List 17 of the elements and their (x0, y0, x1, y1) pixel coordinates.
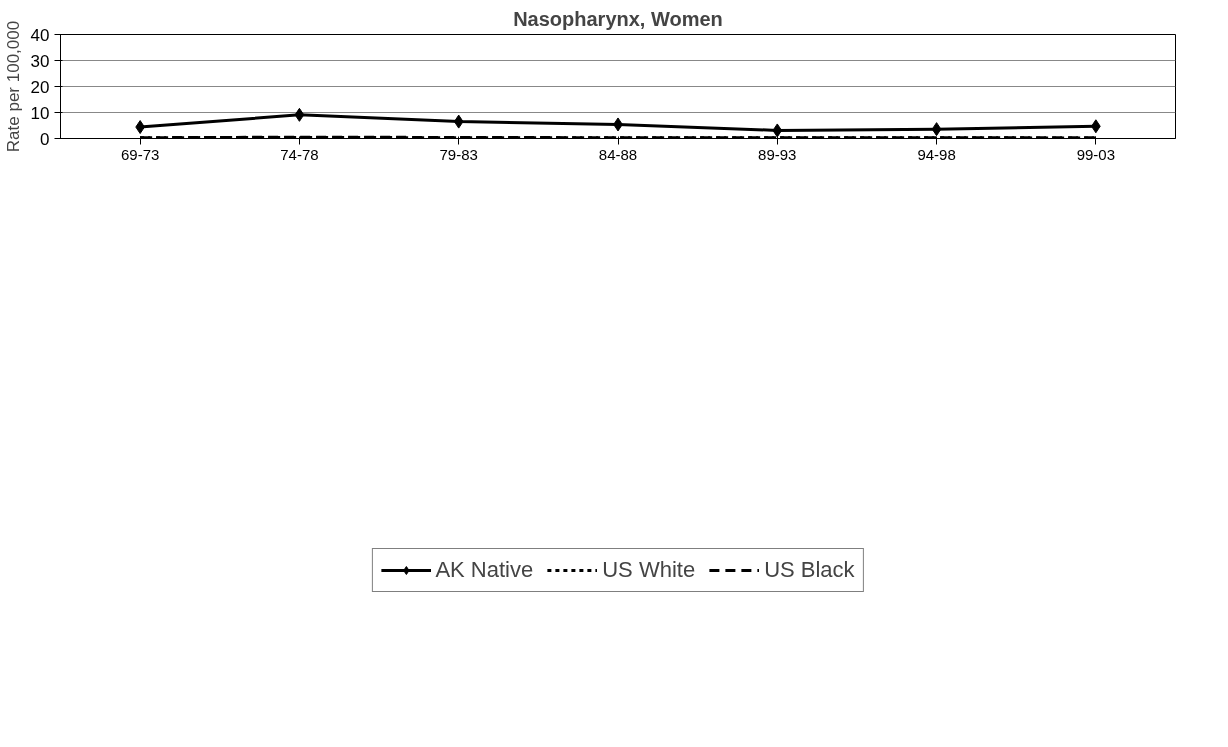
y-tick-label: 10 (30, 103, 50, 123)
x-tick-label: 79-83 (439, 145, 478, 163)
y-axis-title: Rate per 100,000 (3, 20, 23, 153)
y-tick-label: 20 (30, 77, 50, 97)
x-tick-label: 99-03 (1076, 145, 1116, 163)
legend-label: AK Native (435, 556, 534, 583)
x-tick-label: 74-78 (280, 145, 319, 163)
x-tick-label: 69-73 (120, 145, 160, 163)
x-tick-label: 84-88 (598, 145, 638, 163)
legend-label: US White (602, 556, 696, 583)
y-tick-label: 30 (30, 51, 50, 71)
y-tick-label: 40 (30, 25, 50, 45)
y-tick-label: 0 (40, 129, 50, 149)
x-tick-label: 89-93 (758, 145, 797, 163)
chart-title: Nasopharynx, Women (513, 7, 723, 30)
x-tick-label: 94-98 (917, 145, 956, 163)
legend-label: US Black (764, 556, 855, 583)
